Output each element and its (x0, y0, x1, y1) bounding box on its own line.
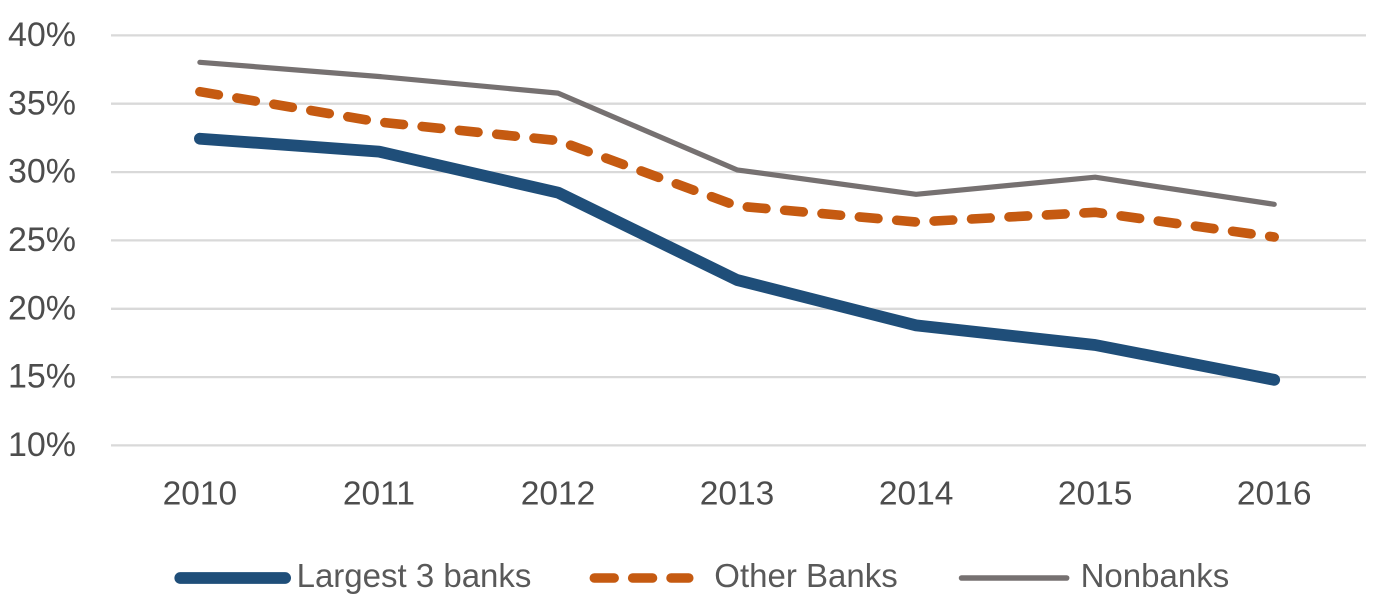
svg-text:Largest 3 banks: Largest 3 banks (297, 557, 532, 594)
svg-text:2013: 2013 (700, 476, 775, 513)
svg-text:35%: 35% (8, 84, 76, 122)
svg-text:Nonbanks: Nonbanks (1081, 557, 1230, 594)
svg-text:15%: 15% (8, 358, 76, 396)
svg-text:30%: 30% (8, 153, 76, 191)
svg-text:10%: 10% (8, 426, 76, 464)
svg-text:Other Banks: Other Banks (714, 557, 897, 594)
svg-text:2010: 2010 (163, 476, 238, 513)
svg-text:2015: 2015 (1058, 476, 1133, 513)
svg-text:2011: 2011 (343, 476, 415, 513)
svg-text:2014: 2014 (879, 476, 954, 513)
svg-text:25%: 25% (8, 221, 76, 259)
svg-text:2016: 2016 (1237, 476, 1312, 513)
svg-text:40%: 40% (8, 16, 76, 54)
svg-text:20%: 20% (8, 289, 76, 327)
svg-text:2012: 2012 (521, 476, 596, 513)
